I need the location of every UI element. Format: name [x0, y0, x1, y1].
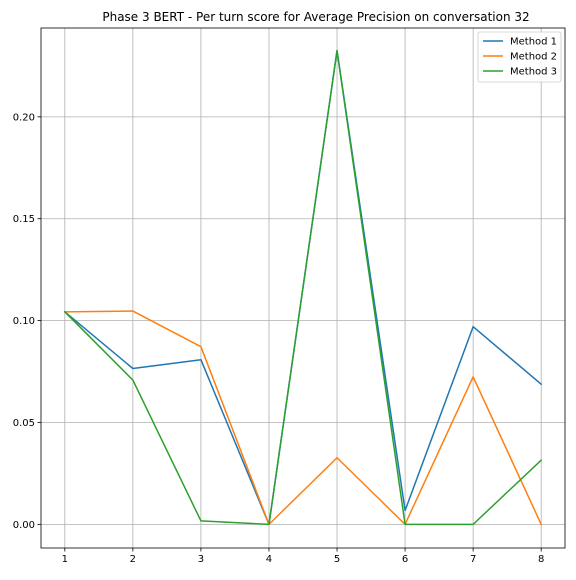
axis-ticks: 1 2 3 4 5 6 7 8 0.00 0.05 0.10 0.15 0.20	[13, 112, 545, 565]
legend: Method 1 Method 2 Method 3	[477, 31, 562, 83]
x-tick-label: 3	[198, 554, 204, 565]
y-tick-label: 0.05	[13, 418, 35, 429]
x-tick-label: 4	[266, 554, 272, 565]
y-tick-label: 0.10	[13, 316, 35, 327]
y-tick-label: 0.00	[13, 520, 35, 531]
legend-box	[477, 31, 562, 83]
legend-label: Method 3	[510, 67, 557, 78]
series-line-method-3	[63, 49, 543, 526]
plot-frame	[40, 27, 566, 549]
x-tick-label: 6	[402, 554, 408, 565]
series-line-method-2	[64, 310, 543, 526]
y-tick-label: 0.20	[13, 112, 35, 123]
x-tick-label: 2	[130, 554, 136, 565]
x-tick-label: 8	[538, 554, 544, 565]
x-tick-label: 1	[62, 554, 68, 565]
x-tick-label: 5	[334, 554, 340, 565]
series-layer	[63, 49, 543, 526]
grid	[41, 28, 565, 548]
legend-label: Method 1	[510, 37, 557, 48]
legend-label: Method 2	[510, 52, 557, 63]
chart-title: Phase 3 BERT - Per turn score for Averag…	[102, 10, 529, 24]
y-tick-label: 0.15	[13, 214, 35, 225]
x-tick-label: 7	[470, 554, 476, 565]
